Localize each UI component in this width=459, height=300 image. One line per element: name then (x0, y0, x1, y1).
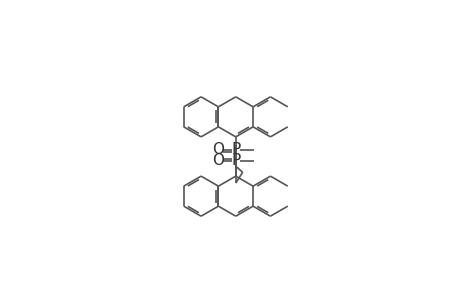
Text: O: O (212, 153, 224, 168)
Text: P: P (230, 153, 240, 168)
Text: P: P (230, 142, 240, 158)
Text: O: O (212, 142, 224, 158)
